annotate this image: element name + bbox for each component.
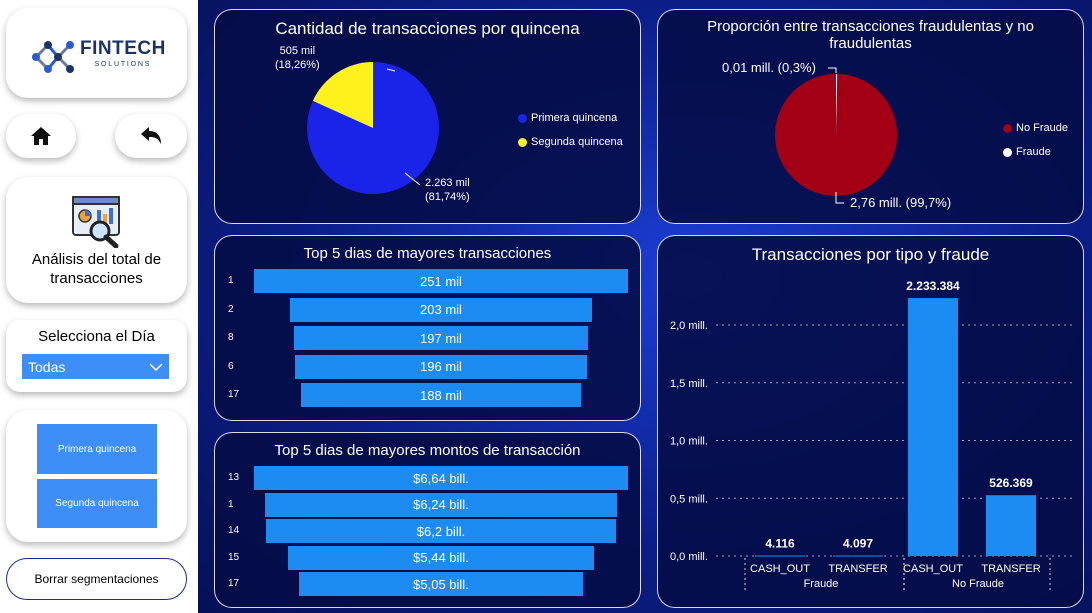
tx-by-type-title: Transacciones por tipo y fraude bbox=[751, 245, 990, 264]
bar[interactable] bbox=[986, 495, 1036, 556]
clear-filters-button[interactable]: Borrar segmentaciones bbox=[6, 558, 187, 600]
funnel-category-label: 15 bbox=[228, 551, 240, 563]
funnel-category-label: 13 bbox=[228, 472, 240, 483]
legend-item-fraude[interactable]: Fraude bbox=[1003, 146, 1068, 158]
funnel-category-label: 17 bbox=[228, 578, 240, 589]
funnel-bar[interactable]: $6,2 bill. bbox=[266, 519, 616, 543]
pie-slice-no-fraude[interactable] bbox=[775, 73, 898, 196]
funnel-bar[interactable]: 251 mil bbox=[254, 269, 628, 293]
funnel-bar[interactable]: 188 mil bbox=[300, 383, 582, 407]
fraud-pie-title: Proporción entre transacciones fraudulen… bbox=[707, 18, 1034, 52]
primera-quincena-button[interactable]: Primera quincena bbox=[37, 424, 157, 474]
day-select[interactable]: Todas bbox=[22, 354, 169, 379]
bar-value-label: 2.233.384 bbox=[906, 279, 960, 293]
logo-name: FINTECH bbox=[80, 38, 166, 59]
x-group-label: Fraude bbox=[804, 578, 839, 590]
funnel-bar[interactable]: 197 mil bbox=[294, 326, 588, 350]
quincena-pie-title: Cantidad de transacciones por quincena bbox=[275, 19, 580, 38]
funnel-bar[interactable]: $6,64 bill. bbox=[254, 466, 628, 490]
x-category-label: TRANSFER bbox=[828, 563, 887, 575]
y-tick-label: 1,0 mill. bbox=[670, 436, 708, 448]
day-filter-title: Selecciona el Día bbox=[38, 328, 155, 345]
slice-label-segunda: 505 mil (18,26%) bbox=[275, 45, 320, 71]
slice-label-primera: 2.263 mil (81,74%) bbox=[425, 177, 470, 203]
quincena-pie-chart bbox=[307, 61, 440, 194]
funnel-bar[interactable]: 203 mil bbox=[289, 297, 593, 322]
network-nodes-icon bbox=[28, 35, 76, 84]
back-arrow-icon bbox=[141, 127, 161, 144]
funnel-category-label: 8 bbox=[228, 332, 234, 343]
top-days-tx-title: Top 5 dias de mayores transacciones bbox=[303, 245, 552, 262]
pie-leader-line bbox=[404, 172, 421, 186]
bar[interactable] bbox=[908, 298, 958, 556]
funnel-bar[interactable]: $6,24 bill. bbox=[265, 492, 617, 517]
bar[interactable] bbox=[833, 555, 883, 557]
funnel-category-label: 6 bbox=[228, 360, 234, 372]
bar-value-label: 526.369 bbox=[989, 476, 1033, 490]
pie-leader-line bbox=[835, 192, 844, 204]
sidebar: FINTECH SOLUTIONS Análisis bbox=[0, 0, 198, 613]
pie-slice-primera-quincena[interactable] bbox=[307, 62, 440, 194]
quincena-pie-panel: Cantidad de transacciones por quincena 5… bbox=[214, 9, 641, 224]
slice-label-fraude: 0,01 mill. (0,3%) bbox=[722, 60, 816, 75]
analytics-magnifier-icon bbox=[70, 194, 124, 253]
tx-by-type-panel: Transacciones por tipo y fraude 0,0 mill… bbox=[657, 235, 1084, 608]
fraud-pie-panel: Proporción entre transacciones fraudulen… bbox=[657, 9, 1084, 224]
funnel-category-label: 14 bbox=[228, 525, 240, 536]
top-days-amount-panel: Top 5 dias de mayores montos de transacc… bbox=[214, 432, 641, 608]
funnel-category-label: 1 bbox=[228, 275, 234, 286]
x-group-label: No Fraude bbox=[952, 578, 1004, 590]
page-nav-label: Análisis del total de transacciones bbox=[31, 251, 162, 287]
logo-card: FINTECH SOLUTIONS bbox=[6, 8, 187, 98]
top-days-tx-panel: Top 5 dias de mayores transacciones 1 251… bbox=[214, 235, 641, 421]
back-button[interactable] bbox=[115, 114, 187, 158]
x-category-label: TRANSFER bbox=[981, 563, 1040, 575]
fraud-pie-legend: No Fraude Fraude bbox=[1003, 122, 1068, 170]
funnel-category-label: 17 bbox=[228, 389, 240, 400]
bar-value-label: 4.097 bbox=[843, 537, 873, 551]
pie-slice-segunda-quincena[interactable] bbox=[312, 61, 373, 128]
pie-leader-line bbox=[828, 67, 837, 73]
home-icon bbox=[31, 127, 51, 145]
slice-label-no-fraude: 2,76 mill. (99,7%) bbox=[850, 195, 952, 210]
page-nav-card[interactable]: Análisis del total de transacciones bbox=[6, 177, 187, 303]
bar-value-label: 4.116 bbox=[765, 537, 795, 551]
day-select-value: Todas bbox=[28, 358, 66, 375]
y-tick-label: 2,0 mill. bbox=[670, 320, 708, 332]
funnel-bar[interactable]: $5,05 bill. bbox=[298, 572, 584, 596]
pie-slice-fraude[interactable] bbox=[836, 74, 838, 135]
top-days-amount-title: Top 5 dias de mayores montos de transacc… bbox=[274, 442, 581, 459]
funnel-category-label: 1 bbox=[228, 498, 234, 510]
legend-item-primera[interactable]: Primera quincena bbox=[518, 112, 623, 124]
funnel-category-label: 2 bbox=[228, 303, 234, 315]
funnel-bar[interactable]: $5,44 bill. bbox=[287, 545, 595, 570]
legend-item-no-fraude[interactable]: No Fraude bbox=[1003, 122, 1068, 134]
y-tick-label: 0,0 mill. bbox=[670, 551, 708, 563]
y-tick-label: 0,5 mill. bbox=[670, 493, 708, 505]
bar[interactable] bbox=[755, 555, 805, 557]
y-tick-label: 1,5 mill. bbox=[670, 378, 708, 390]
legend-item-segunda[interactable]: Segunda quincena bbox=[518, 136, 623, 148]
segunda-quincena-button[interactable]: Segunda quincena bbox=[37, 479, 157, 528]
tx-by-type-chart: 0,0 mill. 0,5 mill. 1,0 mill. 1,5 mill. 2,0 … bbox=[670, 279, 1076, 591]
home-button[interactable] bbox=[6, 114, 76, 158]
chevron-down-icon bbox=[149, 362, 163, 371]
quincena-pie-legend: Primera quincena Segunda quincena bbox=[518, 112, 623, 160]
x-category-label: CASH_OUT bbox=[750, 563, 810, 575]
funnel-bar[interactable]: 196 mil bbox=[294, 354, 588, 379]
logo-subtitle: SOLUTIONS bbox=[94, 61, 152, 68]
x-category-label: CASH_OUT bbox=[903, 563, 963, 575]
pie-leader-line bbox=[386, 68, 396, 72]
fraud-pie-chart bbox=[775, 67, 898, 204]
